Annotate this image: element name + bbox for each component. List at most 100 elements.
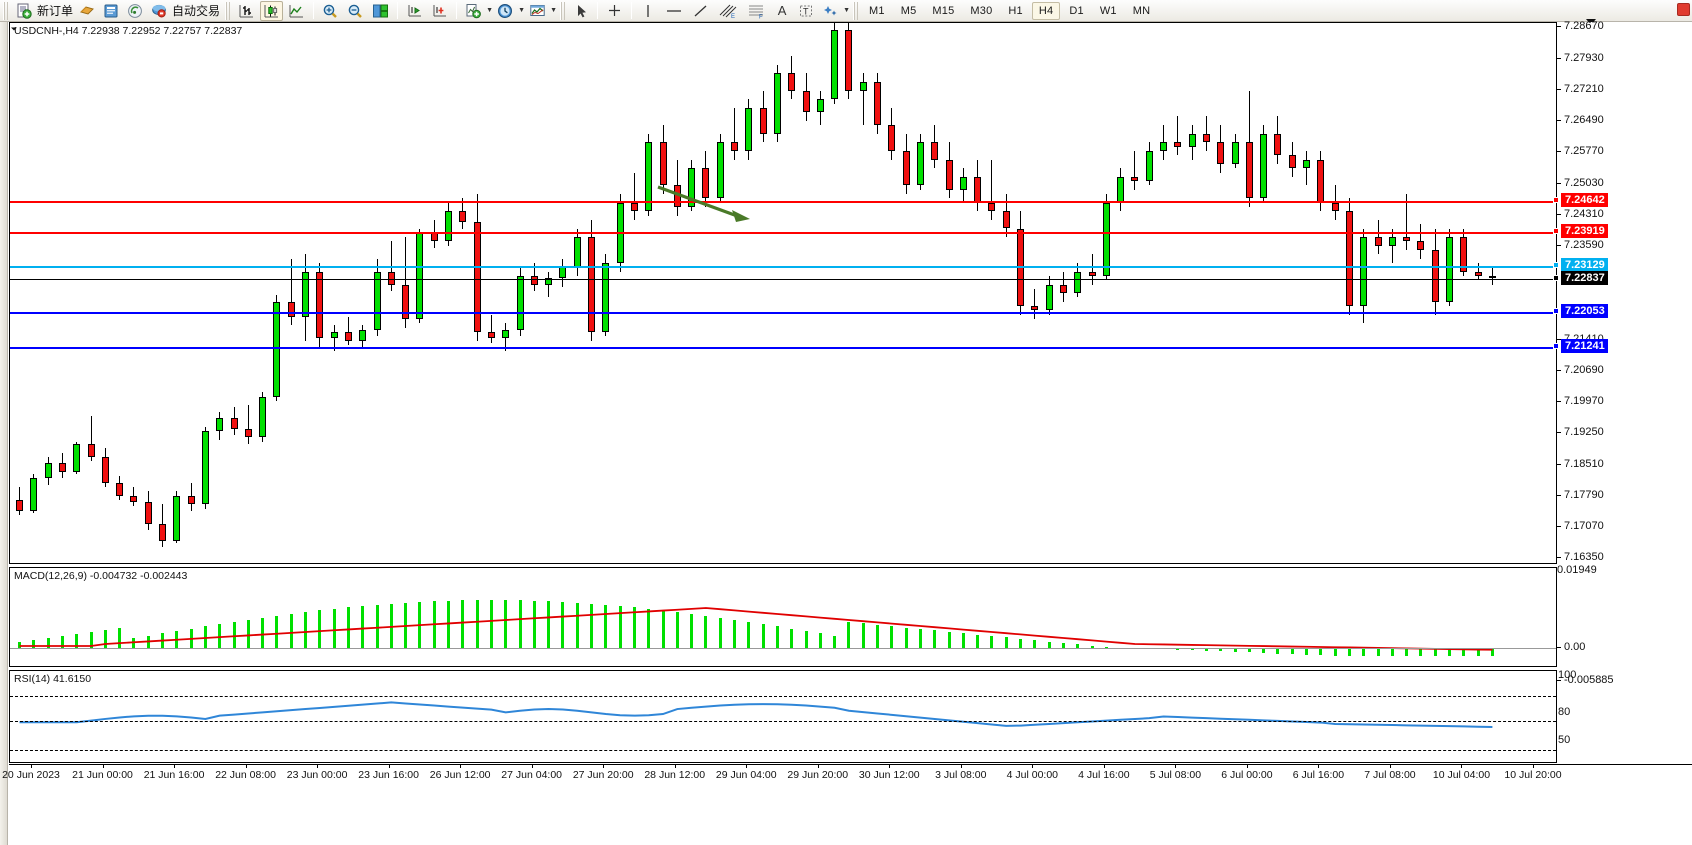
- periods-dropdown-arrow[interactable]: ▼: [518, 7, 525, 14]
- candle: [659, 23, 668, 563]
- candle: [1260, 23, 1268, 563]
- price-tick: 7.23590: [1557, 239, 1604, 251]
- auto-scroll-icon[interactable]: [428, 1, 451, 21]
- candle: [159, 23, 167, 563]
- rsi-pane[interactable]: RSI(14) 41.6150: [9, 670, 1557, 763]
- vertical-line-icon[interactable]: [637, 1, 659, 21]
- timeframe-m1[interactable]: M1: [869, 4, 885, 17]
- trendline-icon[interactable]: [689, 1, 713, 21]
- candle: [1188, 23, 1197, 563]
- candlestick-chart-icon[interactable]: [260, 0, 284, 21]
- candle: [816, 23, 825, 563]
- expert-advisor-icon[interactable]: [76, 1, 98, 21]
- price-chart-pane[interactable]: USDCNH-,H4 7.22938 7.22952 7.22757 7.228…: [9, 22, 1557, 564]
- zoom-out-icon[interactable]: [344, 1, 367, 21]
- price-tag-support-2[interactable]: 7.21241: [1553, 339, 1608, 354]
- close-icon[interactable]: [1677, 3, 1690, 16]
- candle: [916, 23, 925, 563]
- tile-windows-icon[interactable]: [369, 1, 392, 21]
- timeframe-m30[interactable]: M30: [970, 4, 993, 17]
- periods-icon[interactable]: [494, 1, 517, 21]
- candle: [173, 23, 181, 563]
- cursor-icon[interactable]: [570, 1, 592, 21]
- macd-histogram-bar: [918, 629, 922, 648]
- macd-histogram-bar: [361, 605, 365, 648]
- price-tag-support-1[interactable]: 7.22053: [1553, 304, 1608, 319]
- objects-icon[interactable]: [819, 1, 842, 21]
- price-scale[interactable]: 7.28670 7.27930 7.27210 7.26490 7.25770 7.250…: [1553, 20, 1692, 845]
- timeframe-m5[interactable]: M5: [900, 4, 917, 17]
- bar-chart-icon[interactable]: [235, 1, 258, 21]
- candle: [1117, 23, 1125, 563]
- macd-histogram-bar: [1290, 648, 1294, 655]
- templates-dropdown-arrow[interactable]: ▼: [550, 7, 557, 14]
- candle: [974, 23, 982, 563]
- macd-histogram-bar: [761, 624, 765, 648]
- time-tick: [245, 764, 247, 768]
- shift-end-icon[interactable]: [403, 1, 426, 21]
- level-line[interactable]: [10, 266, 1556, 269]
- price-tag-last-price[interactable]: 7.22837: [1553, 270, 1608, 285]
- candle: [1274, 23, 1282, 563]
- candle: [645, 23, 653, 563]
- zoom-in-icon[interactable]: [319, 1, 342, 21]
- macd-histogram-bar: [375, 604, 379, 648]
- macd-histogram-bar: [1262, 648, 1266, 653]
- new-order-label[interactable]: 新订单: [37, 4, 74, 18]
- timeframe-h4[interactable]: H4: [1031, 1, 1061, 20]
- toolbar-grip-4[interactable]: [853, 1, 861, 20]
- time-label: 27 Jun 04:00: [501, 769, 563, 781]
- svg-text:F: F: [759, 14, 763, 19]
- text-icon[interactable]: A: [777, 3, 787, 18]
- chart-collapse-icon[interactable]: [9, 24, 19, 34]
- toolbar-grip-2[interactable]: [225, 1, 233, 20]
- level-line[interactable]: [10, 278, 1556, 280]
- timeframe-mn[interactable]: MN: [1132, 4, 1151, 17]
- data-window-icon[interactable]: [100, 1, 122, 21]
- level-line[interactable]: [10, 347, 1556, 350]
- time-label: 6 Jul 00:00: [1221, 769, 1273, 781]
- toolbar-grip-1[interactable]: [3, 1, 10, 20]
- timeframe-w1[interactable]: W1: [1099, 4, 1117, 17]
- signal-icon[interactable]: [124, 1, 146, 21]
- text-label-icon[interactable]: T: [795, 1, 817, 21]
- candle: [344, 23, 353, 563]
- level-line[interactable]: [10, 312, 1556, 315]
- candle: [1174, 23, 1182, 563]
- candle: [44, 23, 53, 563]
- indicators-dropdown-arrow[interactable]: ▼: [486, 7, 493, 14]
- templates-icon[interactable]: [526, 1, 549, 21]
- price-tag-resistance-1[interactable]: 7.24642: [1553, 192, 1608, 207]
- equidistant-channel-icon[interactable]: E: [715, 1, 741, 21]
- toolbar-grip-3[interactable]: [560, 1, 568, 20]
- price-tag-pivot[interactable]: 7.23129: [1553, 258, 1608, 273]
- autotrading-icon[interactable]: [148, 1, 170, 21]
- objects-dropdown-arrow[interactable]: ▼: [843, 7, 850, 14]
- macd-pane[interactable]: MACD(12,26,9) -0.004732 -0.002443: [9, 567, 1557, 667]
- new-order-icon[interactable]: [13, 1, 35, 21]
- crosshair-icon[interactable]: [603, 1, 626, 21]
- macd-histogram-bar: [1362, 648, 1366, 656]
- chart-left-gutter: [0, 22, 8, 845]
- macd-histogram-bar: [232, 621, 236, 648]
- line-chart-icon[interactable]: [285, 1, 308, 21]
- time-label: 28 Jun 12:00: [644, 769, 706, 781]
- timeframe-d1[interactable]: D1: [1069, 4, 1084, 17]
- autotrading-label[interactable]: 自动交易: [172, 4, 221, 18]
- horizontal-line-icon[interactable]: [661, 1, 687, 21]
- level-line[interactable]: [10, 232, 1556, 234]
- timeframe-h1[interactable]: H1: [1008, 4, 1023, 17]
- indicators-icon[interactable]: [462, 1, 485, 21]
- level-line[interactable]: [10, 200, 1556, 203]
- price-tag-resistance-2[interactable]: 7.23919: [1553, 224, 1608, 238]
- macd-histogram-bar: [561, 601, 565, 648]
- fibonacci-icon[interactable]: F: [743, 1, 769, 21]
- macd-histogram-bar: [1347, 648, 1351, 656]
- macd-histogram-bar: [246, 619, 250, 648]
- timeframe-m15[interactable]: M15: [932, 4, 955, 17]
- macd-histogram-bar: [1204, 648, 1208, 651]
- time-axis[interactable]: 20 Jun 2023 21 Jun 00:00 21 Jun 16:00 22 Ju…: [2, 764, 1692, 845]
- macd-histogram-bar: [618, 605, 622, 648]
- candle: [1131, 23, 1139, 563]
- time-tick: [1032, 764, 1034, 768]
